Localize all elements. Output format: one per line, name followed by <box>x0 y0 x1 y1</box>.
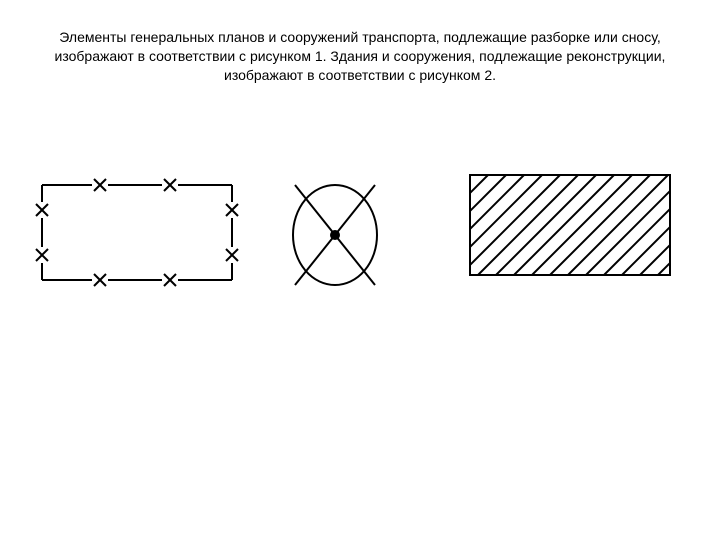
figure-circle-cross-symbol <box>275 165 395 315</box>
figure-reconstruction-symbol <box>465 170 685 300</box>
figures-row <box>0 150 720 330</box>
page: Элементы генеральных планов и сооружений… <box>0 0 720 540</box>
figure-demolition-symbol <box>20 160 250 320</box>
caption-text: Элементы генеральных планов и сооружений… <box>30 28 690 85</box>
